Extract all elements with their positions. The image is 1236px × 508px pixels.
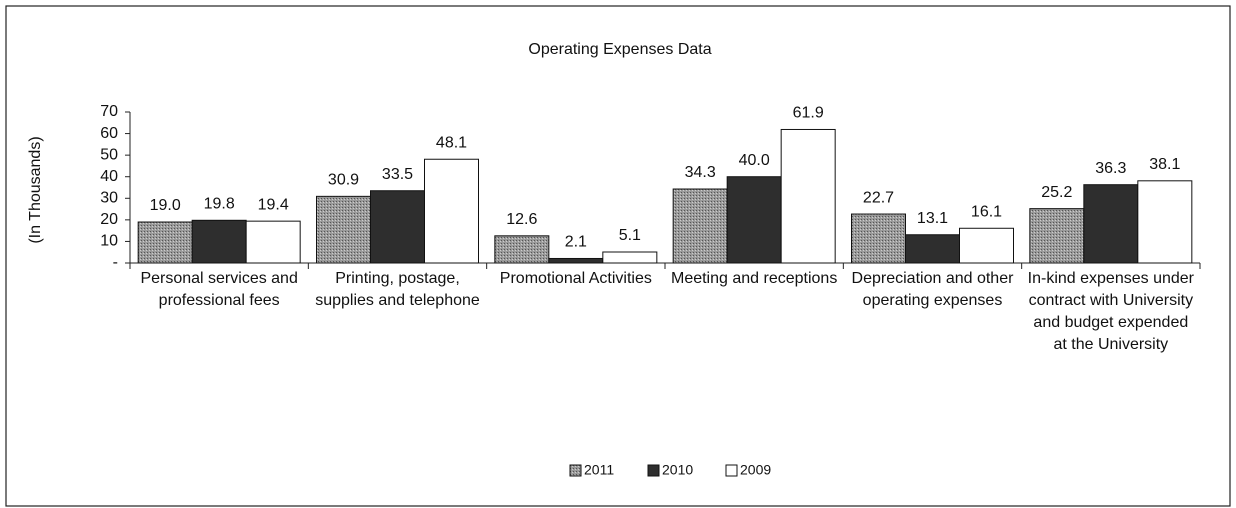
value-label: 38.1: [1149, 156, 1180, 173]
legend-label: 2010: [662, 462, 693, 478]
chart-title: Operating Expenses Data: [528, 41, 711, 58]
value-label: 12.6: [506, 211, 537, 228]
y-tick-label: 10: [100, 233, 118, 250]
legend-swatch: [647, 464, 660, 477]
value-label: 16.1: [971, 203, 1002, 220]
bar: [548, 257, 604, 264]
y-tick-label: -: [113, 254, 118, 271]
bar: [137, 221, 193, 264]
bar: [959, 227, 1014, 264]
legend-swatch: [569, 464, 582, 477]
value-label: 33.5: [382, 166, 413, 183]
value-label: 2.1: [565, 234, 587, 251]
x-tick-label: In-kind expenses under contract with Uni…: [1027, 270, 1194, 353]
bar: [1029, 208, 1085, 264]
bar: [245, 220, 301, 264]
bar: [370, 190, 425, 264]
value-label: 5.1: [619, 227, 641, 244]
x-tick-label: Printing, postage, supplies and telephon…: [315, 270, 480, 309]
bar: [780, 128, 836, 264]
bar: [905, 234, 960, 264]
value-label: 48.1: [436, 134, 467, 151]
x-tick-label: Promotional Activities: [499, 270, 652, 287]
legend-swatch: [725, 464, 738, 477]
bar: [494, 235, 550, 264]
bar: [672, 188, 728, 264]
value-label: 40.0: [739, 152, 770, 169]
frame: [5, 5, 1231, 507]
bar: [726, 176, 782, 264]
value-label: 61.9: [793, 105, 824, 122]
value-label: 25.2: [1041, 184, 1072, 201]
bar: [851, 213, 906, 264]
value-label: 13.1: [917, 210, 948, 227]
y-tick-label: 30: [100, 190, 118, 207]
y-tick-label: 50: [100, 146, 118, 163]
y-tick-label: 40: [100, 168, 118, 185]
bar: [1083, 184, 1139, 264]
value-label: 19.8: [204, 196, 235, 213]
value-label: 30.9: [328, 172, 359, 189]
value-label: 34.3: [685, 164, 716, 181]
x-tick-label: Personal services and professional fees: [140, 270, 298, 309]
x-tick-label: Meeting and receptions: [670, 270, 838, 287]
y-tick-label: 60: [100, 125, 118, 142]
x-tick-label: Depreciation and other operating expense…: [851, 270, 1014, 309]
bar: [316, 195, 371, 264]
y-tick-label: 70: [100, 103, 118, 120]
y-axis-label: (In Thousands): [27, 136, 44, 243]
value-label: 19.0: [150, 197, 181, 214]
y-tick-label: 20: [100, 211, 118, 228]
value-label: 36.3: [1095, 160, 1126, 177]
legend-label: 2009: [740, 462, 771, 478]
bar: [602, 251, 658, 264]
bar: [424, 158, 479, 264]
bar: [1137, 180, 1193, 264]
value-label: 19.4: [258, 196, 289, 213]
bar: [191, 219, 247, 264]
value-label: 22.7: [863, 189, 894, 206]
legend-label: 2011: [584, 462, 614, 478]
